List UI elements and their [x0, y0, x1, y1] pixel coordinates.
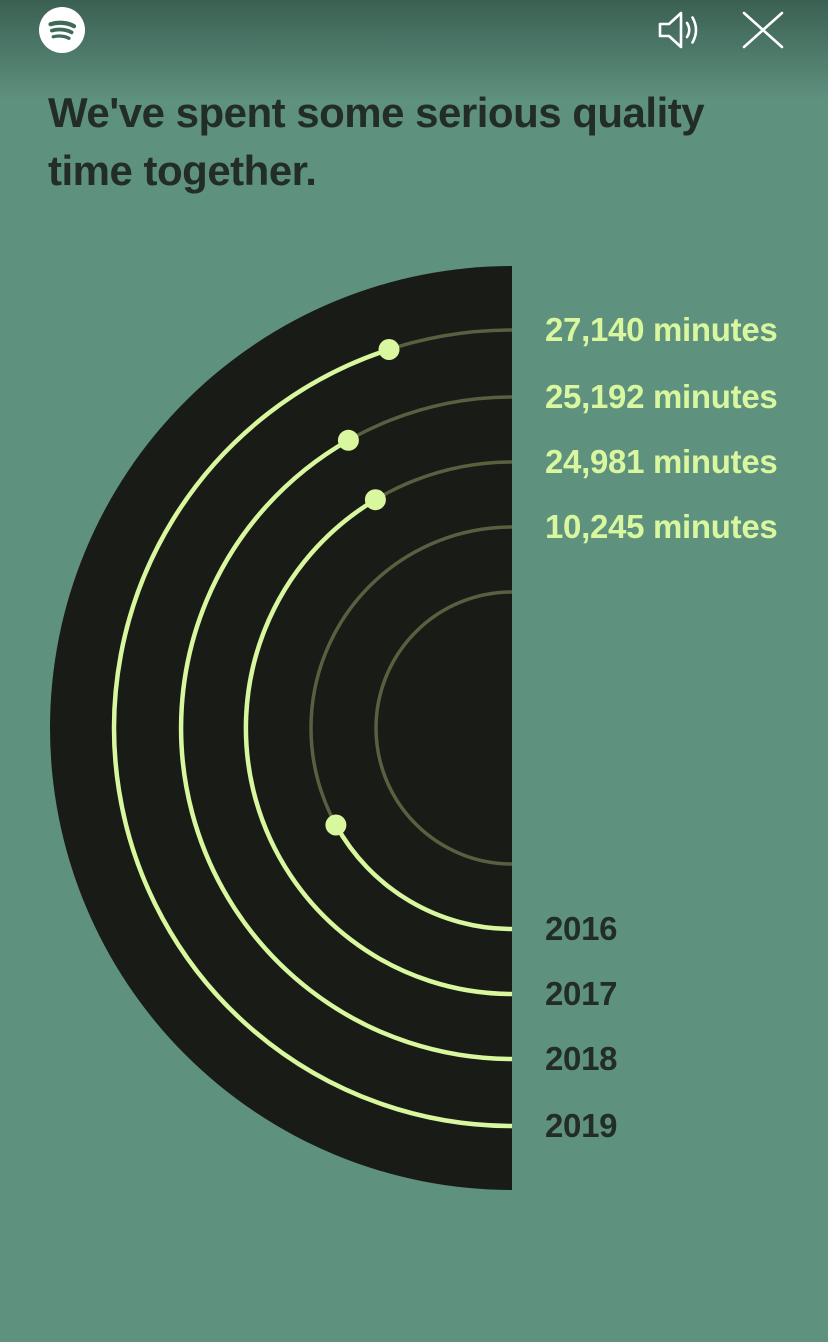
close-icon	[742, 11, 784, 49]
year-label-2017: 2017	[545, 975, 618, 1012]
volume-icon	[658, 11, 698, 49]
mute-button[interactable]	[656, 9, 706, 51]
chart-half-disc	[50, 266, 512, 1190]
progress-dot-2019	[378, 339, 400, 360]
story-header	[0, 0, 828, 62]
minutes-label-2016: 10,245 minutes	[545, 508, 778, 545]
progress-arc-2016	[333, 823, 513, 932]
year-label-2016: 2016	[545, 910, 618, 947]
page-title: We've spent some serious quality time to…	[48, 89, 705, 194]
spotify-logo	[39, 7, 85, 53]
minutes-label-2017: 24,981 minutes	[545, 443, 778, 480]
progress-arc-2019	[111, 347, 513, 1129]
inner-track-ring	[374, 590, 513, 866]
close-button[interactable]	[740, 11, 786, 49]
year-label-2019: 2019	[545, 1107, 618, 1144]
progress-dot-2017	[364, 489, 386, 511]
minutes-label-2018: 25,192 minutes	[545, 378, 778, 415]
minutes-label-2019: 27,140 minutes	[545, 311, 778, 348]
progress-arc-2017	[243, 497, 513, 997]
progress-dot-2018	[337, 429, 359, 451]
year-label-2018: 2018	[545, 1040, 618, 1077]
progress-arc-2018	[178, 438, 513, 1062]
header-actions	[656, 9, 786, 51]
progress-dot-2016	[325, 814, 347, 836]
